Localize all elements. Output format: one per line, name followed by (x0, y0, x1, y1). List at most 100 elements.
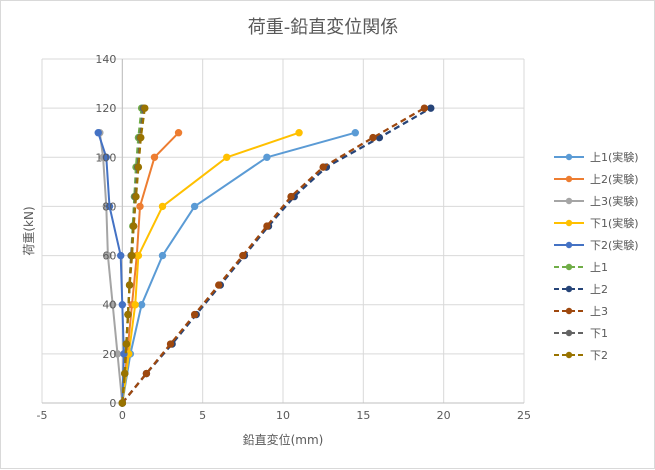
legend-swatch-marker (565, 351, 573, 359)
y-tick-label: 0 (109, 397, 116, 410)
legend-swatch-marker (565, 197, 573, 205)
legend-item: 上3 (554, 305, 608, 318)
y-tick-label: 60 (102, 250, 116, 263)
y-tick-label: 100 (95, 151, 116, 164)
legend-item: 上1(実験) (554, 150, 639, 164)
legend-item: 下1(実験) (554, 216, 639, 230)
data-point (125, 281, 134, 289)
data-point (129, 222, 138, 230)
y-tick-label: 120 (95, 102, 116, 115)
data-point (215, 281, 223, 289)
legend-swatch-marker (565, 219, 573, 227)
legend: 上1(実験) 上2(実験) 上3(実験) 下1(実験) 下2(実験) 上1 上2 上3 下1 下2 (554, 150, 639, 362)
data-point (104, 251, 112, 260)
legend-swatch-marker (565, 307, 573, 315)
legend-label: 下2 (590, 349, 608, 362)
y-axis-title: 荷重(kN) (22, 206, 36, 255)
tick-labels: 0 20 40 60 80 100 120 140 -5 0 5 10 15 20 25 (37, 53, 531, 422)
data-point (102, 153, 110, 161)
x-tick-label: -5 (37, 409, 48, 422)
data-point (190, 202, 199, 211)
legend-item: 下1 (554, 327, 608, 340)
data-point (118, 301, 127, 309)
data-point (190, 310, 199, 319)
x-axis-title: 鉛直変位(mm) (243, 432, 324, 447)
legend-label: 上1(実験) (590, 150, 639, 164)
chart-title: 荷重-鉛直変位関係 (248, 17, 399, 38)
data-point (137, 133, 145, 142)
data-point (319, 163, 327, 171)
data-point (369, 133, 377, 142)
data-point (94, 129, 102, 137)
data-point (108, 301, 117, 309)
data-point (137, 301, 146, 309)
data-point (150, 153, 159, 161)
data-point (420, 104, 429, 112)
series-line (97, 132, 125, 404)
series-4 (118, 129, 303, 407)
data-point (287, 192, 295, 201)
x-tick-label: 20 (437, 409, 451, 422)
data-point (174, 129, 183, 137)
legend-label: 下1 (590, 327, 608, 340)
data-point (295, 129, 303, 137)
x-tick-label: 25 (517, 409, 531, 422)
legend-label: 上3(実験) (590, 194, 639, 208)
y-tick-label: 20 (102, 348, 116, 361)
series-10 (118, 104, 149, 407)
y-tick-label: 140 (95, 53, 116, 66)
data-point (427, 104, 435, 112)
data-point (239, 251, 247, 260)
legend-swatch-marker (565, 175, 573, 183)
series-5 (94, 129, 128, 407)
legend-item: 下2(実験) (554, 238, 639, 252)
x-tick-label: 15 (356, 409, 370, 422)
legend-item: 上3(実験) (554, 194, 639, 208)
data-point (132, 192, 140, 201)
data-point (131, 301, 139, 309)
legend-item: 下2 (554, 349, 608, 362)
data-point (124, 310, 132, 319)
data-point (128, 251, 136, 260)
data-point (118, 399, 127, 407)
legend-swatch-marker (565, 153, 573, 161)
x-tick-label: 10 (276, 409, 290, 422)
legend-swatch-marker (565, 263, 573, 271)
legend-label: 上1 (590, 261, 608, 274)
data-point (136, 202, 144, 211)
legend-label: 下1(実験) (590, 216, 639, 230)
data-point (351, 129, 359, 137)
data-point (141, 104, 149, 112)
legend-swatch-marker (565, 241, 573, 249)
legend-item: 上2 (554, 283, 608, 296)
data-point (117, 251, 125, 260)
data-point (166, 340, 175, 348)
data-point (134, 251, 143, 260)
data-point (263, 153, 271, 161)
legend-swatch-marker (565, 285, 573, 293)
plot-area (94, 104, 435, 407)
data-point (223, 153, 231, 161)
data-point (105, 202, 114, 211)
legend-label: 上2 (590, 283, 608, 296)
legend-item: 上2(実験) (554, 172, 639, 186)
data-point (158, 202, 167, 211)
legend-item: 上1 (554, 261, 608, 274)
data-point (158, 251, 167, 260)
series-line (98, 132, 124, 404)
data-point (263, 222, 271, 230)
x-tick-label: 5 (199, 409, 206, 422)
data-point (121, 369, 129, 378)
data-point (134, 163, 143, 171)
x-tick-label: 0 (119, 409, 126, 422)
y-tick-label: 80 (102, 200, 116, 213)
legend-label: 下2(実験) (590, 238, 639, 252)
data-point (142, 369, 151, 378)
legend-swatch-marker (565, 329, 573, 337)
data-point (122, 340, 131, 348)
y-tick-label: 40 (102, 299, 116, 312)
legend-label: 上3 (590, 305, 608, 318)
legend-label: 上2(実験) (590, 172, 639, 186)
